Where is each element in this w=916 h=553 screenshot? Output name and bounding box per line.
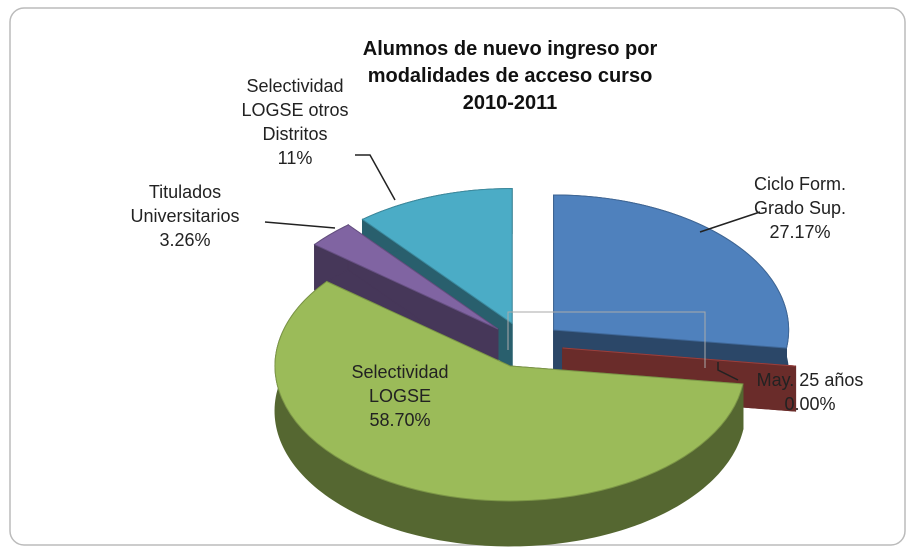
- slice: [361, 188, 513, 325]
- slices: [274, 188, 797, 547]
- category-label: Selectividad LOGSE otros Distritos: [241, 76, 349, 144]
- category-label: May. 25 años: [756, 370, 864, 390]
- value-label: 27.17%: [769, 222, 831, 242]
- zero-slice-outline: [507, 311, 706, 368]
- value-label: 58.70%: [369, 410, 431, 430]
- value-label: 11%: [277, 148, 313, 168]
- leader-line: [699, 211, 761, 233]
- data-label: May. 25 años 0.00%: [735, 368, 885, 416]
- category-label: Ciclo Form. Grado Sup.: [753, 174, 847, 218]
- slice: [562, 347, 796, 367]
- slice: [274, 280, 744, 502]
- category-label: Selectividad LOGSE: [351, 362, 449, 406]
- leader-line: [355, 154, 396, 201]
- slice: [553, 194, 790, 349]
- leader-lines: [264, 154, 761, 381]
- data-label: Titulados Universitarios 3.26%: [100, 180, 270, 252]
- value-label: 3.26%: [159, 230, 211, 250]
- leader-line: [717, 362, 739, 381]
- chart-title: Alumnos de nuevo ingreso por modalidades…: [362, 38, 658, 114]
- category-label: Titulados Universitarios: [130, 182, 240, 226]
- leader-line: [264, 221, 336, 229]
- data-label: Ciclo Form. Grado Sup. 27.17%: [735, 172, 865, 244]
- data-label: Selectividad LOGSE 58.70%: [320, 360, 480, 432]
- data-label: Selectividad LOGSE otros Distritos 11%: [225, 74, 365, 170]
- value-label: 0.00%: [784, 394, 836, 414]
- slice: [313, 224, 499, 330]
